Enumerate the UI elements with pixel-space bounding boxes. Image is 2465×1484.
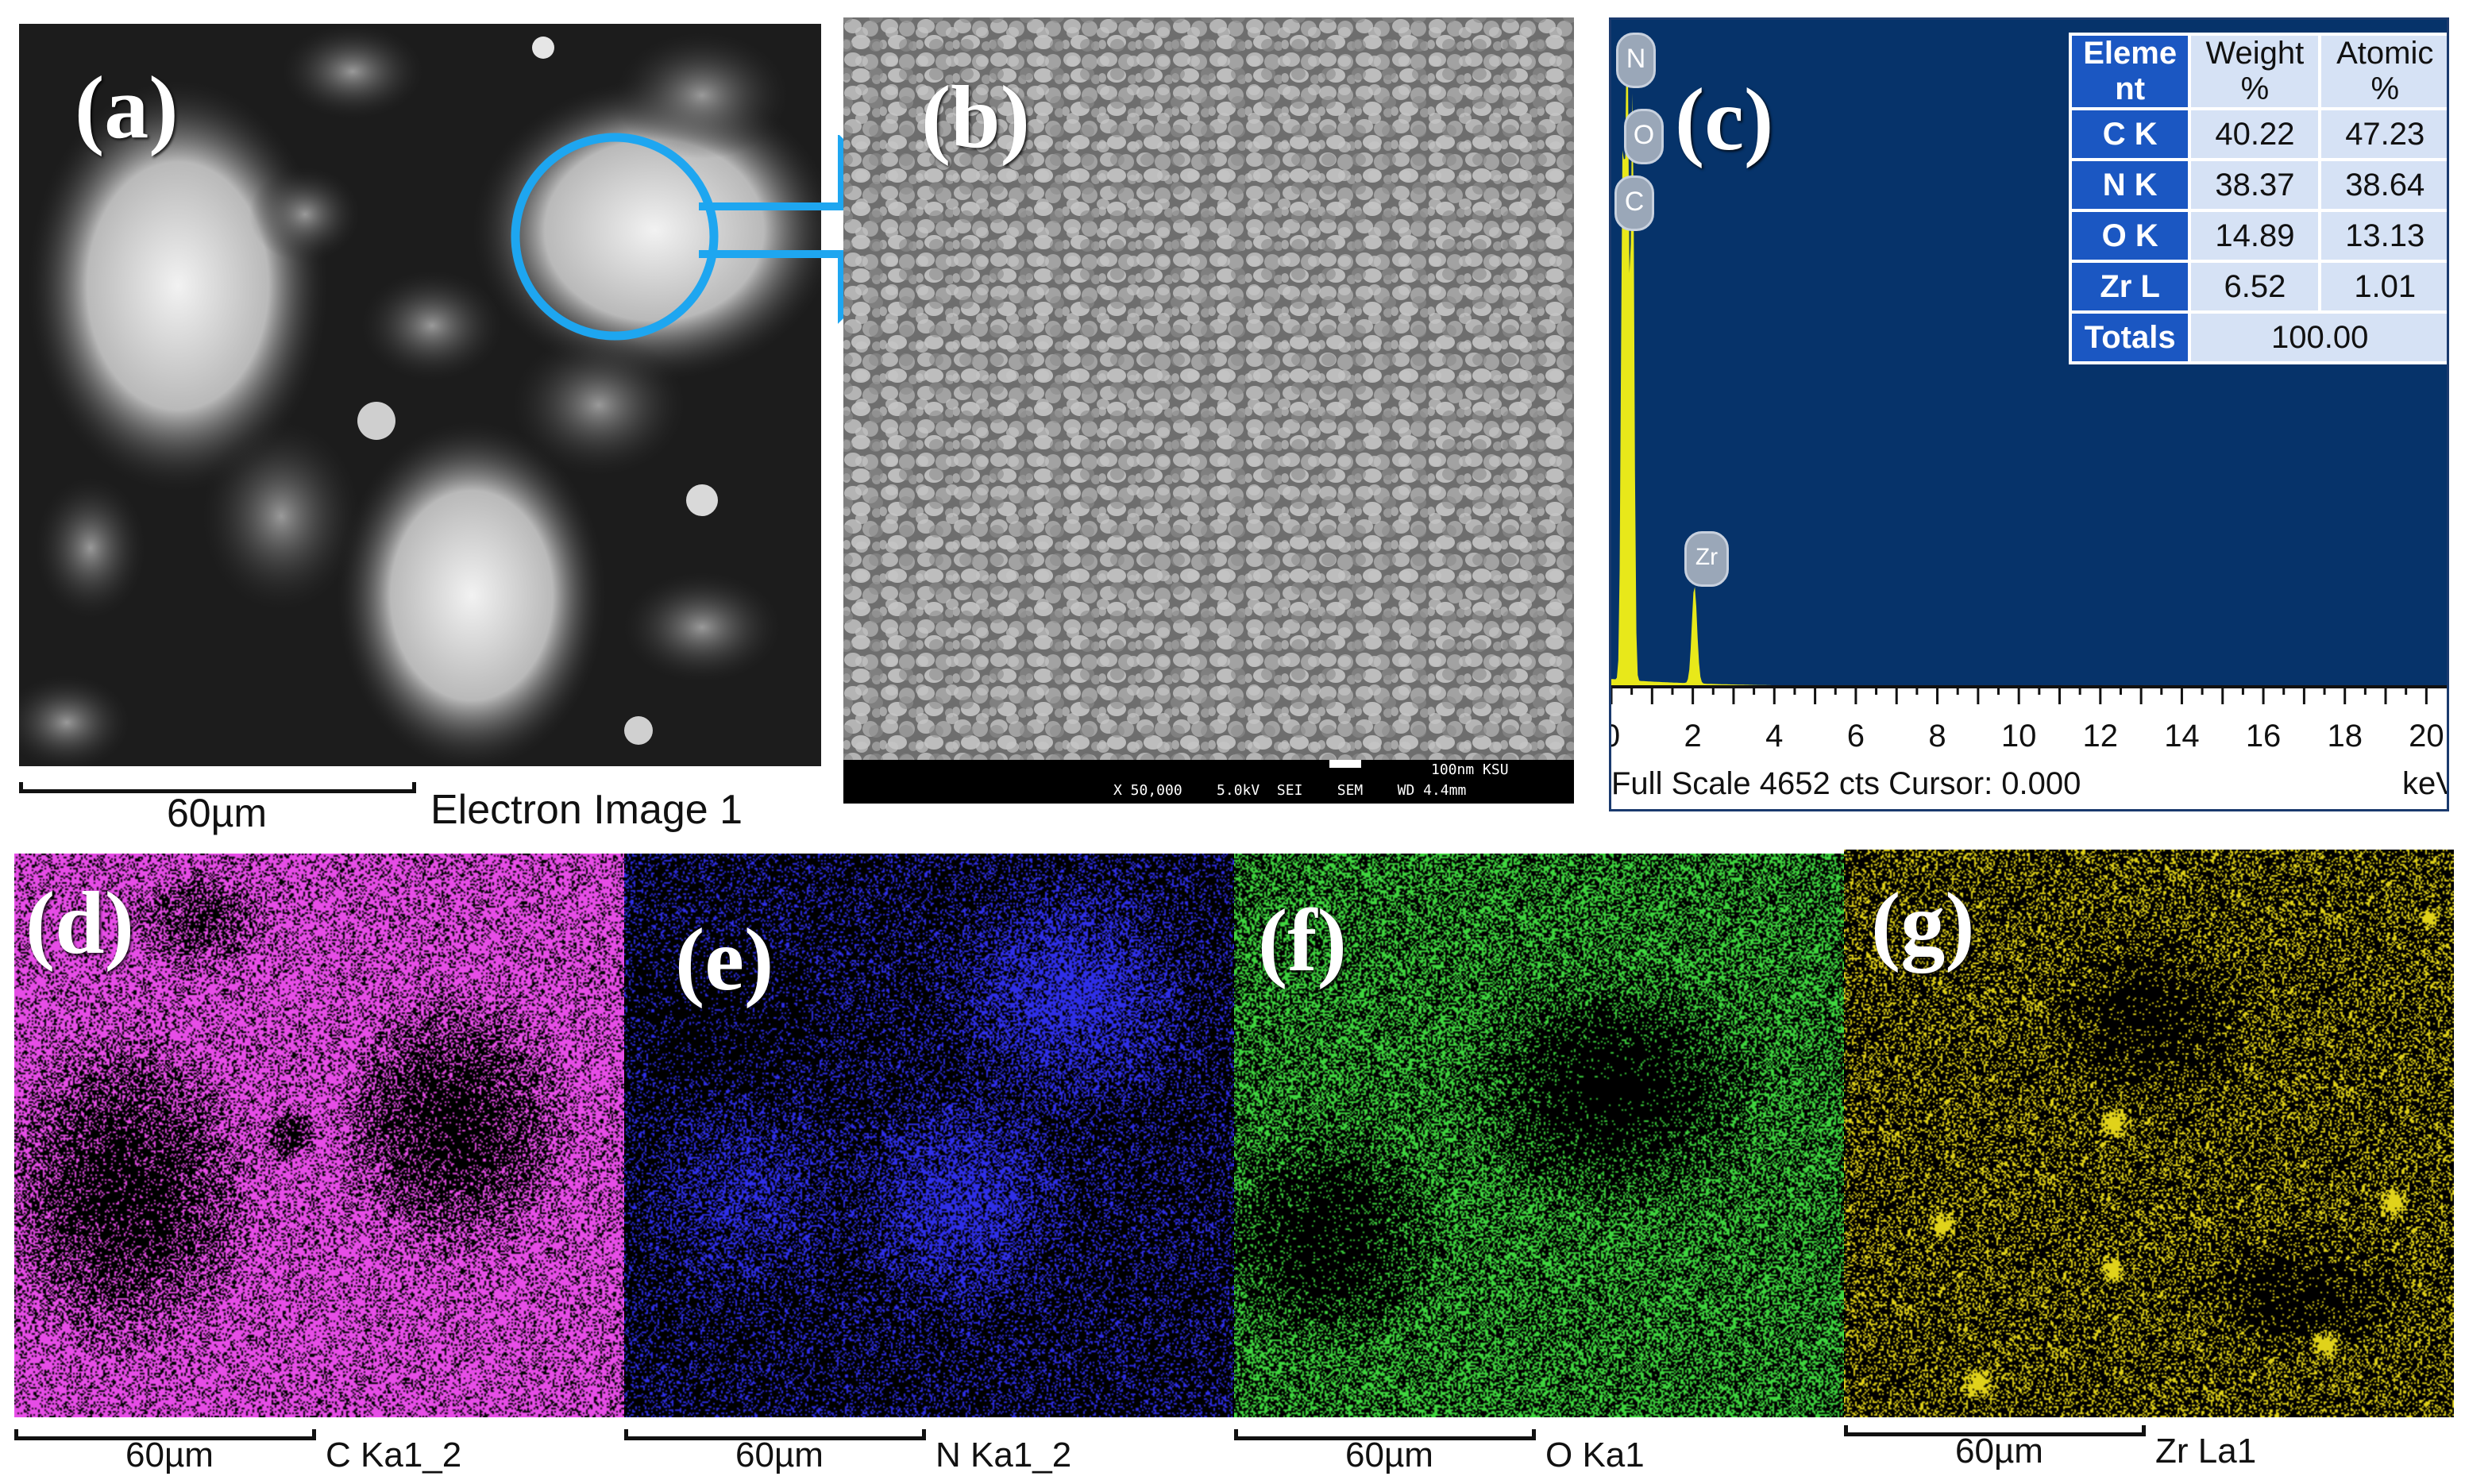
sem-scale-info: 100nm KSU [1431,761,1509,778]
panel-letter-g: (g) [1871,875,1975,973]
col-header-element: Eleme nt [2068,33,2192,110]
map-image-g [1844,850,2454,1417]
map-image-f [1234,854,1844,1417]
x-tick-label: 10 [2000,719,2037,754]
scalebar-g [1844,1425,2146,1436]
x-tick-label: 2 [1684,719,1702,754]
panel-letter-f: (f) [1258,892,1347,990]
panel-letter-d: (d) [25,874,134,973]
caption-g: Zr La1 [2155,1432,2257,1471]
table-row: C K 40.22 47.23 [2068,107,2447,161]
x-tick-label: 12 [2082,719,2119,754]
scale-label-e: 60µm [735,1436,824,1474]
cell-atomic: 38.64 [2318,158,2447,212]
map-image-e [624,854,1234,1417]
panel-letter-a: (a) [75,59,179,157]
map-e: (e) [624,854,1234,1417]
x-axis-ticks [1611,685,2428,704]
table-row-totals: Totals 100.00 [2068,310,2447,364]
peak-label-zr: Zr [1684,531,1729,587]
caption-d: C Ka1_2 [326,1436,462,1474]
cell-totals-label: Totals [2068,310,2192,364]
cell-weight: 6.52 [2188,260,2322,314]
sem-image-a [19,24,821,766]
scale-label-d: 60µm [125,1436,214,1474]
sem-info-bar: 100nm KSU X 50,000 5.0kV SEI SEM WD 4.4m… [843,760,1574,804]
map-image-d [14,854,624,1417]
cell-element: Zr L [2068,260,2192,314]
map-g: (g) [1844,850,2454,1417]
sem-scale-marker [1329,760,1361,768]
scalebar-e [624,1429,926,1440]
scale-label-g: 60µm [1955,1432,2043,1471]
x-tick-label: 16 [2245,719,2282,754]
edx-table: Eleme nt Weight% Atomic% C K 40.22 47.23 … [2068,33,2447,364]
map-d: (d) [14,854,624,1417]
x-tick-label: 14 [2164,719,2200,754]
table-row: Zr L 6.52 1.01 [2068,260,2447,314]
panel-c: Full Scale 4652 cts Cursor: 0.000 keV N … [1609,17,2449,811]
peak-label-n: N [1616,33,1656,88]
map-f: (f) [1234,854,1844,1417]
cell-weight: 38.37 [2188,158,2322,212]
x-tick-label: 4 [1765,719,1784,754]
cell-element: N K [2068,158,2192,212]
cell-element: C K [2068,107,2192,161]
scalebar-a [19,782,416,793]
col-header-weight: Weight% [2188,33,2322,110]
sem-image-b [843,17,1574,760]
peak-label-o: O [1624,109,1664,164]
panel-letter-e: (e) [675,911,774,1009]
cell-atomic: 1.01 [2318,260,2447,314]
x-tick-label: 18 [2327,719,2363,754]
cell-weight: 40.22 [2188,107,2322,161]
peak-label-c: C [1614,175,1654,231]
panel-b: 100nm KSU X 50,000 5.0kV SEI SEM WD 4.4m… [843,17,1574,804]
col-header-atomic: Atomic% [2318,33,2447,110]
cell-totals-value: 100.00 [2188,310,2447,364]
x-tick-label: 6 [1846,719,1865,754]
x-tick-label: 20 [2409,719,2444,754]
sem-params: X 50,000 5.0kV SEI SEM WD 4.4mm [1113,782,1467,799]
cell-atomic: 13.13 [2318,209,2447,263]
edx-table-header: Eleme nt Weight% Atomic% [2068,33,2447,110]
cell-atomic: 47.23 [2318,107,2447,161]
scalebar-f [1234,1429,1536,1440]
spectrum-trace [1611,36,2447,687]
caption-a: Electron Image 1 [430,787,743,833]
panel-a: (a) [19,24,821,766]
edx-unit: keV [2402,766,2447,801]
scale-label-a: 60µm [167,791,268,835]
cell-element: O K [2068,209,2192,263]
caption-f: O Ka1 [1545,1436,1645,1474]
panel-letter-b: (b) [921,68,1030,167]
x-tick-label: 8 [1928,719,1946,754]
table-row: N K 38.37 38.64 [2068,158,2447,212]
scale-label-f: 60µm [1345,1436,1433,1474]
caption-e: N Ka1_2 [935,1436,1072,1474]
edx-spectrum [1611,36,2447,687]
scalebar-d [14,1429,316,1440]
x-axis [1611,685,2447,688]
edx-footer: Full Scale 4652 cts Cursor: 0.000 [1611,766,2081,801]
x-tick-label: 0 [1611,719,1639,754]
panel-letter-c: (c) [1675,71,1774,169]
table-row: O K 14.89 13.13 [2068,209,2447,263]
cell-weight: 14.89 [2188,209,2322,263]
